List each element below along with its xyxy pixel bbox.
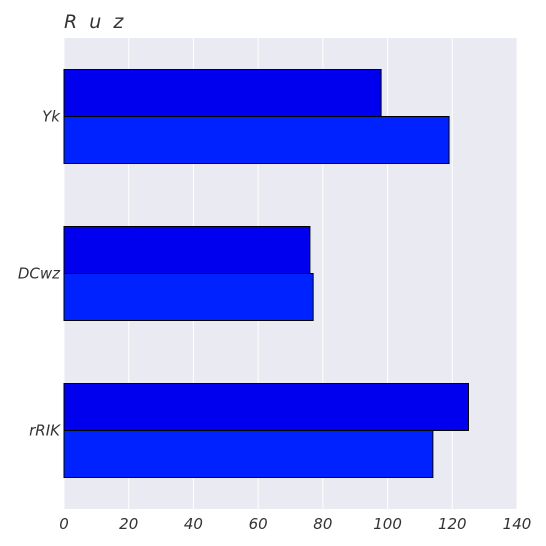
y-tick-label-rRIK: rRIK (29, 422, 61, 440)
x-tick-label-120: 120 (438, 515, 467, 533)
bar-rRIK-series-1 (63, 383, 469, 431)
x-axis-ticks: 0 20 40 60 80 100 120 140 (59, 515, 531, 533)
bar-DCwz-series-1 (63, 226, 311, 274)
y-tick-label-Yk: Yk (42, 108, 61, 126)
x-tick-label-60: 60 (249, 515, 268, 533)
bar-Yk-series-2 (63, 116, 450, 164)
x-tick-label-140: 140 (503, 515, 532, 533)
y-tick-label-DCwz: DCwz (18, 265, 61, 283)
x-tick-label-0: 0 (59, 515, 69, 533)
x-tick-label-100: 100 (373, 515, 402, 533)
x-tick-label-40: 40 (184, 515, 203, 533)
bar-rRIK-series-2 (63, 430, 434, 478)
x-tick-label-80: 80 (313, 515, 332, 533)
x-tick-label-20: 20 (119, 515, 138, 533)
bar-Yk-series-1 (63, 69, 382, 117)
bar-DCwz-series-2 (63, 273, 314, 321)
bars (63, 69, 469, 478)
chart-title: R u z (64, 11, 126, 33)
y-axis-ticks: Yk DCwz rRIK (18, 108, 61, 440)
